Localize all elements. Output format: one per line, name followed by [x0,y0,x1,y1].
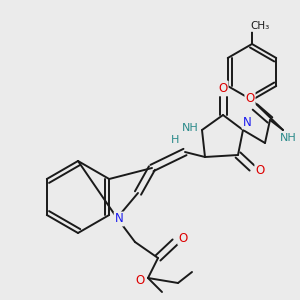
Text: NH: NH [280,133,296,143]
Text: NH: NH [182,123,198,133]
Text: O: O [245,92,255,106]
Text: O: O [218,82,228,94]
Text: N: N [115,212,123,226]
Text: O: O [178,232,188,244]
Text: H: H [171,135,179,145]
Text: N: N [243,116,251,128]
Text: O: O [255,164,265,176]
Text: CH₃: CH₃ [250,21,270,31]
Text: O: O [135,274,145,286]
